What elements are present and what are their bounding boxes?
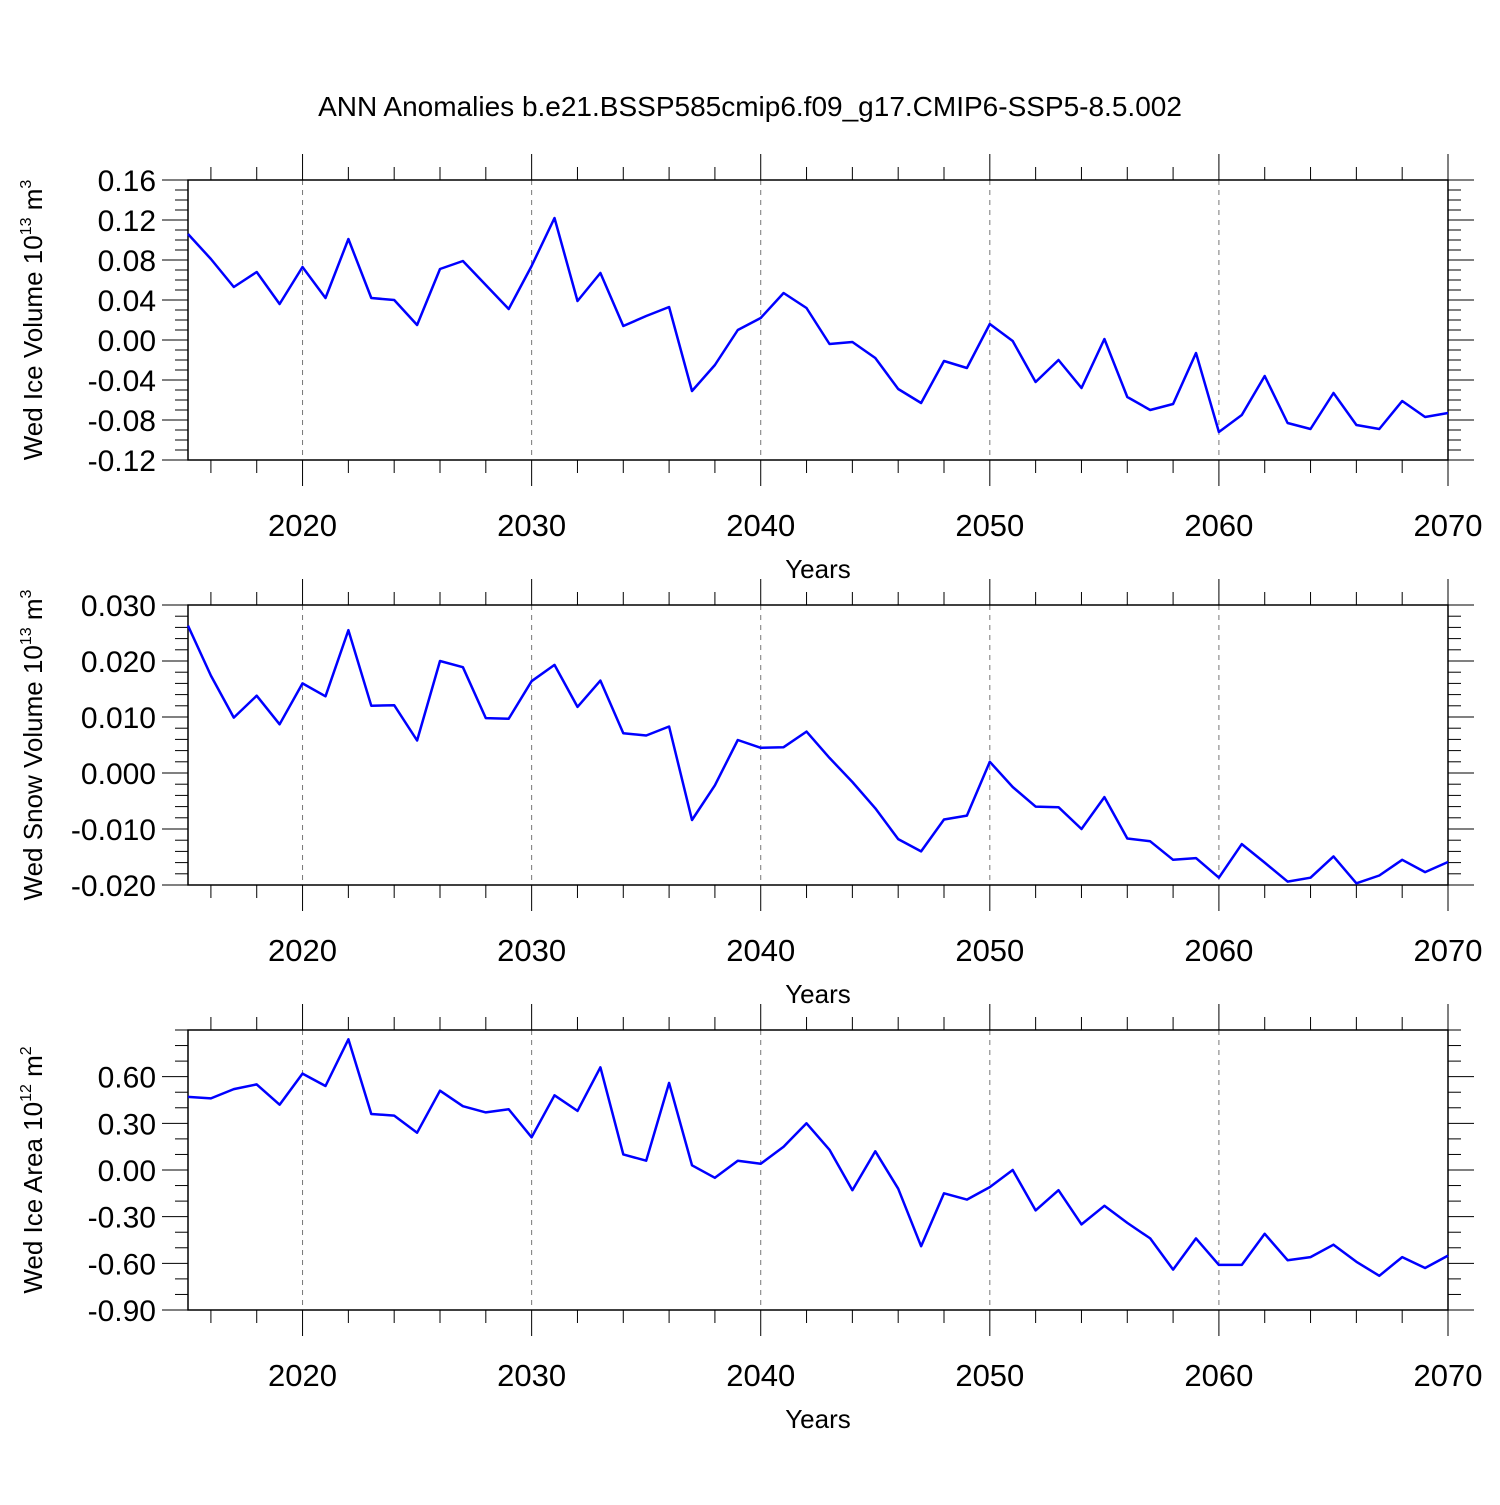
x-tick-label: 2030: [497, 933, 566, 968]
y-tick-label: -0.30: [88, 1202, 156, 1235]
y-axis-label: Wed Ice Volume 1013 m3: [18, 180, 48, 461]
chart-panel-1: -0.12 -0.08 -0.04 0.00 0.04 0.08 0.12 0.16 2020 2…: [18, 154, 1482, 584]
y-tick-label: 0.000: [81, 758, 156, 791]
y-tick-label: 0.00: [98, 325, 156, 358]
y-tick-label: 0.020: [81, 646, 156, 679]
panels: -0.12 -0.08 -0.04 0.00 0.04 0.08 0.12 0.16 2020 2…: [18, 154, 1482, 1434]
y-tick-label: 0.00: [98, 1155, 156, 1188]
x-tick-label: 2040: [726, 1358, 795, 1393]
x-tick-label: 2070: [1414, 1358, 1483, 1393]
x-tick-label: 2020: [268, 508, 337, 543]
y-tick-label: -0.020: [71, 870, 156, 903]
x-tick-label: 2060: [1184, 508, 1253, 543]
y-tick-label: 0.30: [98, 1108, 156, 1141]
x-tick-label: 2040: [726, 508, 795, 543]
y-tick-label: 0.010: [81, 702, 156, 735]
y-tick-label: -0.90: [88, 1295, 156, 1328]
x-tick-label: 2070: [1414, 508, 1483, 543]
chart-panel-3: -0.90 -0.60 -0.30 0.00 0.30 0.60 2020 2030 2040 2…: [18, 1004, 1482, 1434]
plot-frame: [187, 179, 1449, 461]
y-tick-label: 0.08: [98, 245, 156, 278]
x-tick-label: 2020: [268, 933, 337, 968]
plot-frame: [187, 604, 1449, 886]
chart-panel-2: -0.020 -0.010 0.000 0.010 0.020 0.030 2020 2030…: [18, 579, 1482, 1009]
y-tick-label: 0.60: [98, 1062, 156, 1095]
x-axis-label: Years: [785, 1404, 851, 1434]
plot-frame: [187, 1029, 1449, 1311]
y-tick-label: -0.12: [88, 445, 156, 478]
x-tick-label: 2070: [1414, 933, 1483, 968]
y-tick-label: -0.08: [88, 405, 156, 438]
x-tick-label: 2050: [955, 1358, 1024, 1393]
x-tick-label: 2020: [268, 1358, 337, 1393]
y-tick-label: 0.04: [98, 285, 156, 318]
x-tick-label: 2030: [497, 508, 566, 543]
x-axis-label: Years: [785, 554, 851, 584]
x-tick-label: 2030: [497, 1358, 566, 1393]
y-axis-label: Wed Ice Area 1012 m2: [18, 1046, 48, 1293]
x-axis-label: Years: [785, 979, 851, 1009]
y-tick-label: -0.60: [88, 1248, 156, 1281]
series-line: [187, 1038, 1449, 1278]
x-tick-label: 2050: [955, 508, 1024, 543]
y-tick-label: -0.04: [88, 365, 156, 398]
y-tick-label: 0.16: [98, 165, 156, 198]
figure-title: ANN Anomalies b.e21.BSSP585cmip6.f09_g17…: [318, 91, 1182, 122]
y-tick-label: -0.010: [71, 814, 156, 847]
y-tick-label: 0.030: [81, 590, 156, 623]
series-line: [187, 216, 1449, 434]
x-tick-label: 2060: [1184, 933, 1253, 968]
x-tick-label: 2050: [955, 933, 1024, 968]
y-tick-label: 0.12: [98, 205, 156, 238]
x-tick-label: 2040: [726, 933, 795, 968]
series-line: [186, 625, 1449, 885]
x-tick-label: 2060: [1184, 1358, 1253, 1393]
y-axis-label: Wed Snow Volume 1013 m3: [18, 589, 48, 900]
